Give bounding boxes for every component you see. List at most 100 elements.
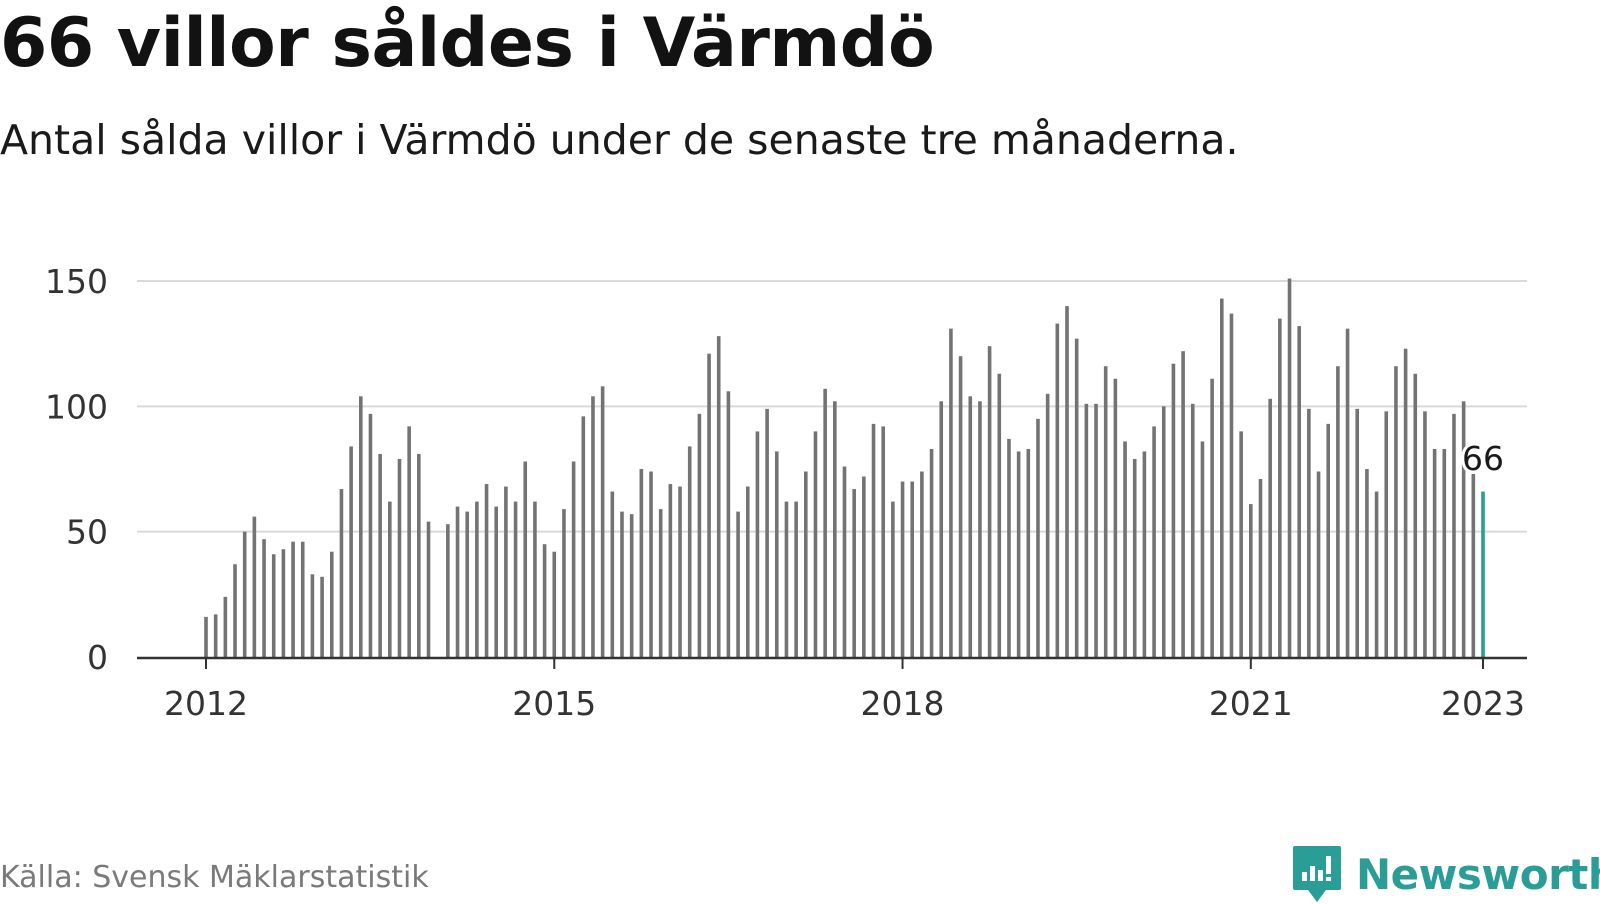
bar xyxy=(804,471,808,657)
bar xyxy=(1065,306,1069,657)
bar xyxy=(1442,448,1447,657)
bar xyxy=(213,614,218,657)
bar xyxy=(504,486,508,657)
highlight-bar xyxy=(1481,491,1485,657)
bar xyxy=(862,476,866,657)
bar xyxy=(1239,431,1243,657)
bar xyxy=(1210,378,1214,657)
bars xyxy=(204,278,1485,657)
bar xyxy=(1287,278,1292,657)
x-tick-label: 2012 xyxy=(164,684,248,723)
bar xyxy=(1132,458,1137,657)
bar xyxy=(1142,451,1147,657)
bar xyxy=(1423,411,1427,657)
brand-logo: Newsworthy xyxy=(1292,844,1600,904)
bar xyxy=(1016,451,1021,657)
bar xyxy=(765,408,769,657)
bar xyxy=(262,539,266,657)
bar xyxy=(1374,491,1379,657)
bar xyxy=(726,391,731,657)
bar xyxy=(833,401,837,657)
bar xyxy=(900,481,905,657)
bar xyxy=(629,514,634,657)
bar xyxy=(823,388,827,657)
bar xyxy=(620,511,624,657)
bar xyxy=(774,451,779,657)
chart-subtitle: Antal sålda villor i Värmdö under de sen… xyxy=(0,116,1239,164)
bar xyxy=(1355,408,1360,657)
bar xyxy=(1113,378,1118,657)
bar xyxy=(1045,393,1050,657)
bar xyxy=(958,356,963,657)
bar xyxy=(523,461,528,657)
bar xyxy=(1365,469,1369,657)
bar xyxy=(1258,479,1263,657)
bar xyxy=(494,506,499,657)
bar xyxy=(1152,426,1156,657)
bar xyxy=(1268,398,1272,657)
bar xyxy=(1007,438,1011,657)
bar xyxy=(271,554,276,657)
bar xyxy=(929,448,934,657)
bar xyxy=(1055,323,1060,657)
brand-name: Newsworthy xyxy=(1356,849,1600,899)
y-tick-label: 50 xyxy=(66,513,108,552)
bar xyxy=(1094,403,1098,657)
bar xyxy=(910,481,915,657)
bar xyxy=(591,396,595,657)
bar xyxy=(610,491,615,657)
source-note: Källa: Svensk Mäklarstatistik xyxy=(0,860,429,895)
bar xyxy=(1345,328,1350,657)
bar xyxy=(1452,413,1456,657)
bar xyxy=(562,509,566,657)
bar xyxy=(881,426,885,657)
bar xyxy=(1200,441,1205,657)
bar xyxy=(755,431,760,657)
bar xyxy=(542,544,547,657)
bar xyxy=(533,501,537,657)
bar xyxy=(1190,403,1195,657)
bar xyxy=(1161,406,1166,657)
bar xyxy=(1316,471,1321,657)
bar xyxy=(1461,401,1466,657)
bar xyxy=(571,461,576,657)
bar xyxy=(871,423,876,657)
bar xyxy=(465,511,469,657)
bar xyxy=(233,564,237,657)
x-axis-ticks: 2012 2015 2018 2021 2023 xyxy=(164,684,1525,723)
bar xyxy=(987,346,992,657)
bar xyxy=(1307,408,1311,657)
bar xyxy=(658,509,663,657)
bar xyxy=(716,336,721,657)
bar xyxy=(455,506,460,657)
bar xyxy=(978,401,982,657)
bar xyxy=(581,416,586,657)
bar xyxy=(997,373,1002,657)
x-tick-label: 2015 xyxy=(512,684,596,723)
bar xyxy=(1249,504,1253,657)
y-axis-ticks: 0 50 100 150 xyxy=(45,262,108,677)
bar xyxy=(378,453,382,657)
bar xyxy=(1026,448,1031,657)
bar xyxy=(417,453,421,657)
bar xyxy=(736,511,740,657)
bar xyxy=(320,576,324,657)
bar xyxy=(697,413,702,657)
bar xyxy=(1074,338,1079,657)
bar xyxy=(310,574,315,657)
bar xyxy=(707,353,711,657)
x-tick-label: 2023 xyxy=(1441,684,1525,723)
newsworthy-logo-icon xyxy=(1293,846,1341,902)
bar xyxy=(668,484,673,657)
bar xyxy=(329,551,334,657)
bar xyxy=(794,501,798,657)
bar xyxy=(949,328,953,657)
bar xyxy=(388,501,392,657)
bar xyxy=(397,458,402,657)
bar xyxy=(1220,298,1224,657)
bar xyxy=(349,446,353,657)
bar xyxy=(552,551,557,657)
bar xyxy=(678,486,682,657)
bar xyxy=(484,484,489,657)
